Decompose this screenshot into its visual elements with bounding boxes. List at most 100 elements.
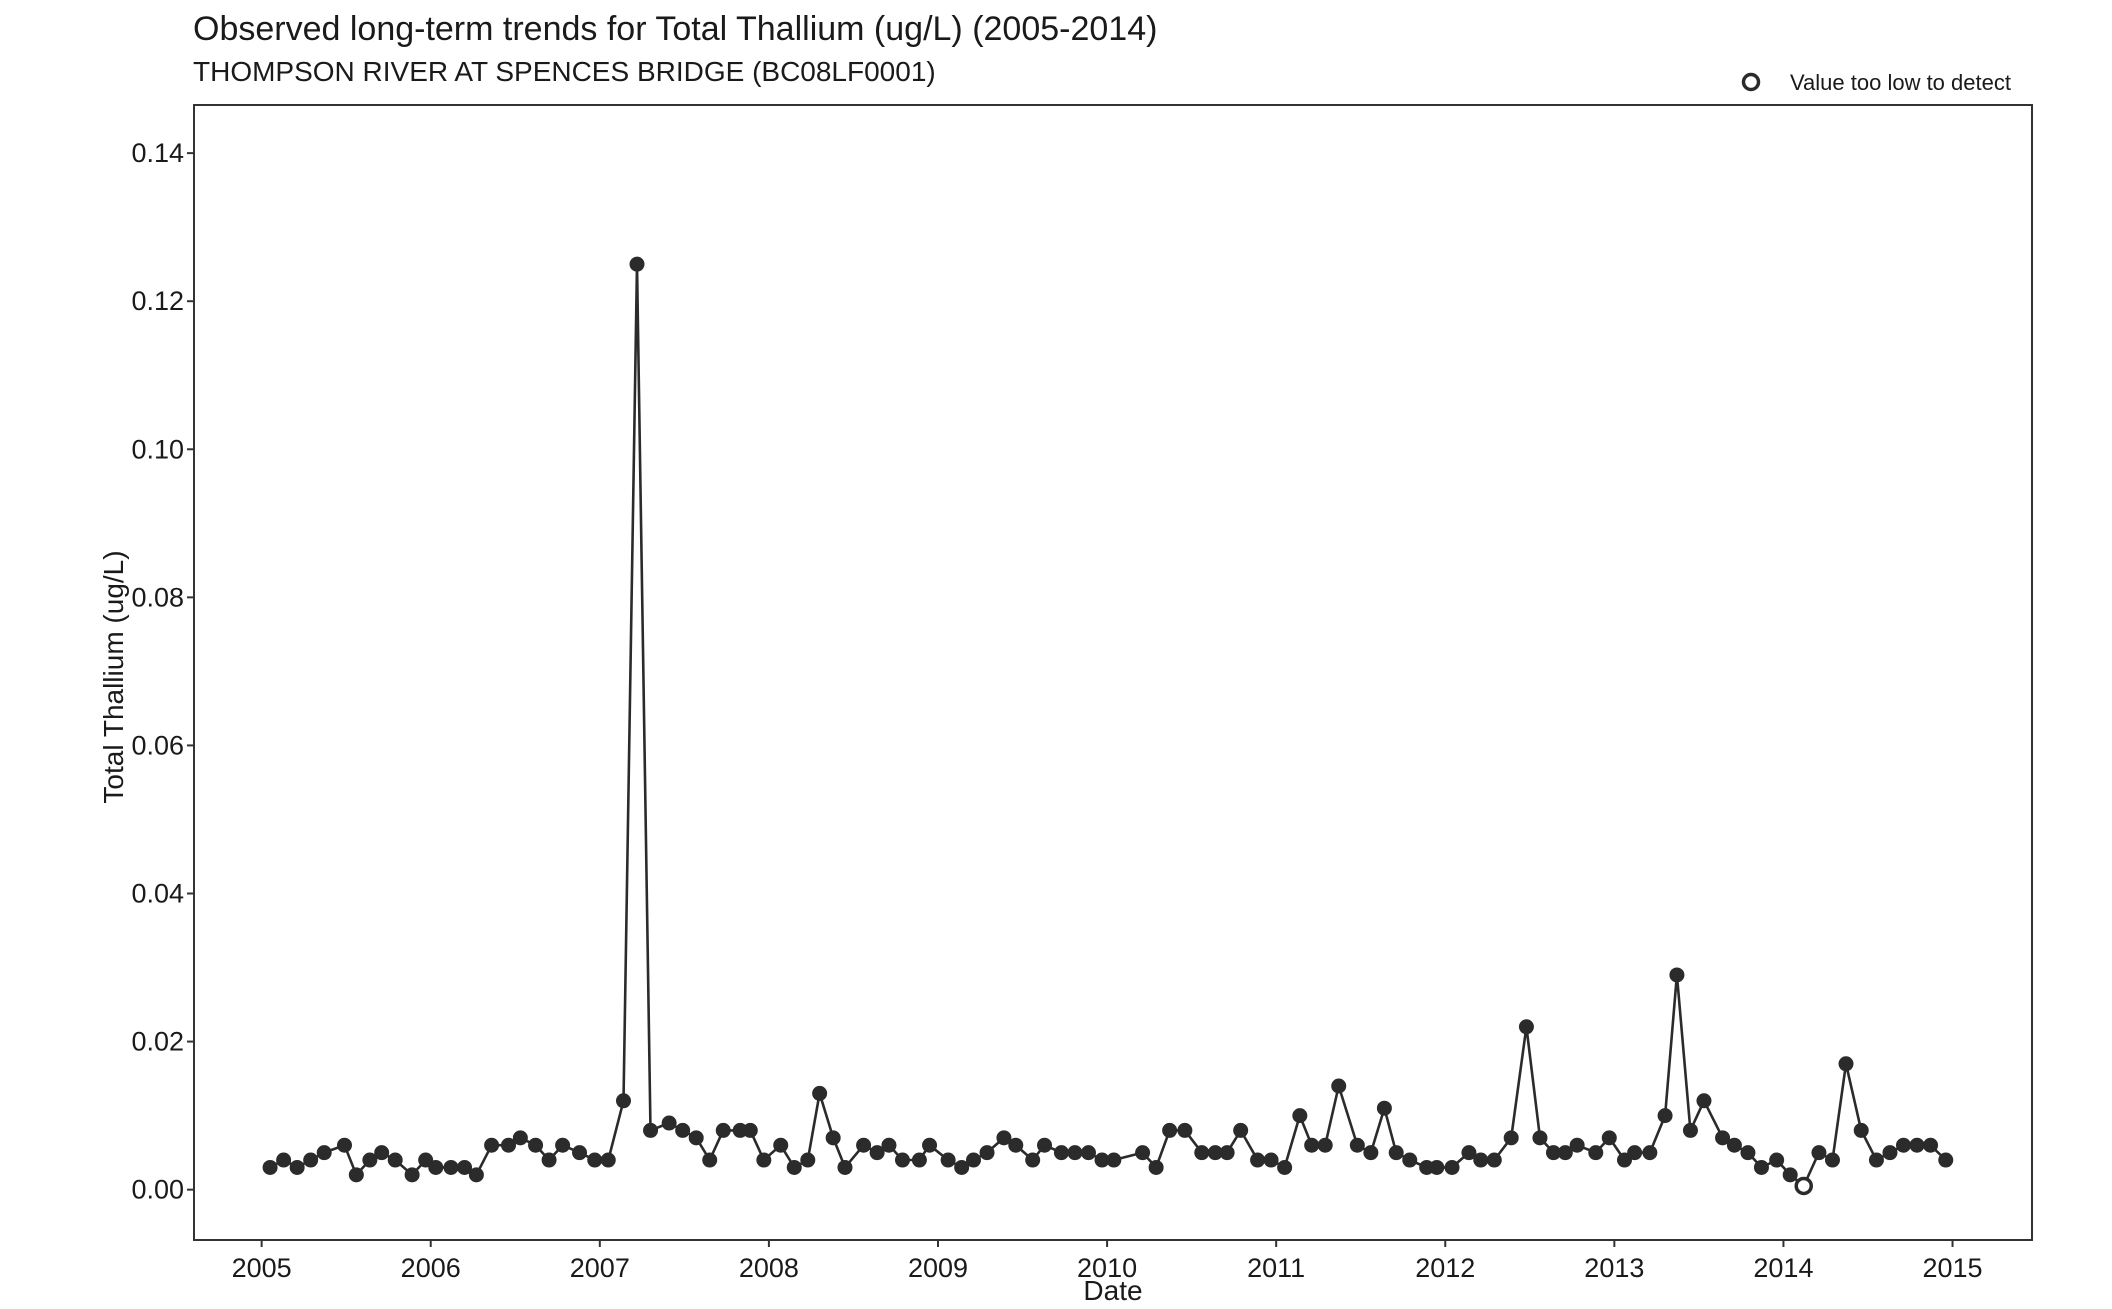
data-point — [1331, 1078, 1347, 1094]
data-point — [1769, 1152, 1785, 1168]
data-point — [512, 1130, 528, 1146]
y-tick-label: 0.14 — [131, 138, 184, 168]
data-point — [1557, 1145, 1573, 1161]
data-point — [1657, 1108, 1673, 1124]
data-point — [1503, 1130, 1519, 1146]
data-point — [688, 1130, 704, 1146]
y-tick-label: 0.08 — [131, 582, 184, 612]
data-point — [572, 1145, 588, 1161]
data-point — [1219, 1145, 1235, 1161]
y-axis: 0.00 0.02 0.04 0.06 0.08 0.10 0.12 0.14 — [131, 138, 194, 1205]
data-point — [742, 1122, 758, 1138]
data-point — [1545, 1145, 1561, 1161]
data-point — [1838, 1056, 1854, 1072]
chart-title: Observed long-term trends for Total Thal… — [193, 10, 1157, 48]
data-point — [1388, 1145, 1404, 1161]
data-point — [1938, 1152, 1954, 1168]
data-point — [800, 1152, 816, 1168]
data-point — [1715, 1130, 1731, 1146]
data-point — [1726, 1137, 1742, 1153]
data-point — [1696, 1093, 1712, 1109]
data-point — [869, 1145, 885, 1161]
data-point — [1277, 1159, 1293, 1175]
data-point — [1292, 1108, 1308, 1124]
data-point — [1909, 1137, 1925, 1153]
data-point — [1682, 1122, 1698, 1138]
data-point — [1148, 1159, 1164, 1175]
data-point — [675, 1122, 691, 1138]
x-axis-title: Date — [1083, 1275, 1142, 1306]
data-point — [428, 1159, 444, 1175]
data-point — [1363, 1145, 1379, 1161]
series-layer — [262, 256, 1954, 1196]
data-point — [528, 1137, 544, 1153]
data-point — [715, 1122, 731, 1138]
legend-below-detection-marker — [1741, 72, 1761, 92]
data-point — [316, 1145, 332, 1161]
data-point — [629, 256, 645, 272]
data-point — [1349, 1137, 1365, 1153]
data-point — [336, 1137, 352, 1153]
data-point — [1588, 1145, 1604, 1161]
x-axis: 2005 2006 2007 2008 2009 2010 2011 2012 2013 2014… — [232, 1240, 1983, 1283]
x-tick-label: 2013 — [1584, 1253, 1644, 1283]
y-tick-label: 0.10 — [131, 434, 184, 464]
data-point — [911, 1152, 927, 1168]
x-tick-label: 2007 — [570, 1253, 630, 1283]
x-tick-label: 2015 — [1922, 1253, 1982, 1283]
data-point — [404, 1167, 420, 1183]
data-point — [812, 1085, 828, 1101]
data-point — [484, 1137, 500, 1153]
data-point — [1882, 1145, 1898, 1161]
data-point — [1025, 1152, 1041, 1168]
data-point — [1518, 1019, 1534, 1035]
data-point — [1669, 967, 1685, 983]
data-point — [262, 1159, 278, 1175]
data-point — [1429, 1159, 1445, 1175]
y-tick-label: 0.04 — [131, 879, 184, 909]
x-tick-label: 2012 — [1415, 1253, 1475, 1283]
data-point-below-detection — [1794, 1176, 1813, 1196]
x-tick-label: 2005 — [232, 1253, 292, 1283]
data-point — [1811, 1145, 1827, 1161]
data-point — [587, 1152, 603, 1168]
data-point — [1067, 1145, 1083, 1161]
data-point — [1162, 1122, 1178, 1138]
data-point — [501, 1137, 517, 1153]
data-point — [1037, 1137, 1053, 1153]
x-tick-label: 2009 — [908, 1253, 968, 1283]
data-point — [1473, 1152, 1489, 1168]
data-point — [1853, 1122, 1869, 1138]
data-point — [362, 1152, 378, 1168]
x-tick-label: 2014 — [1753, 1253, 1813, 1283]
data-point — [922, 1137, 938, 1153]
data-point — [1740, 1145, 1756, 1161]
data-point — [881, 1137, 897, 1153]
x-tick-label: 2010 — [1077, 1253, 1137, 1283]
data-point — [1923, 1137, 1939, 1153]
data-point — [954, 1159, 970, 1175]
data-point — [1135, 1145, 1151, 1161]
data-point — [643, 1122, 659, 1138]
data-point — [348, 1167, 364, 1183]
data-point — [940, 1152, 956, 1168]
data-point — [894, 1152, 910, 1168]
data-point — [615, 1093, 631, 1109]
data-point — [1461, 1145, 1477, 1161]
data-point — [966, 1152, 982, 1168]
data-point — [468, 1167, 484, 1183]
data-point — [1094, 1152, 1110, 1168]
data-point — [996, 1130, 1012, 1146]
data-point — [1317, 1137, 1333, 1153]
data-point — [856, 1137, 872, 1153]
legend-below-detection-label: Value too low to detect — [1790, 70, 2011, 95]
data-point — [1868, 1152, 1884, 1168]
data-point — [374, 1145, 390, 1161]
data-point — [773, 1137, 789, 1153]
legend: Value too low to detect — [1741, 70, 2011, 95]
data-point — [1207, 1145, 1223, 1161]
x-tick-label: 2008 — [739, 1253, 799, 1283]
data-point — [1486, 1152, 1502, 1168]
data-point — [1250, 1152, 1266, 1168]
